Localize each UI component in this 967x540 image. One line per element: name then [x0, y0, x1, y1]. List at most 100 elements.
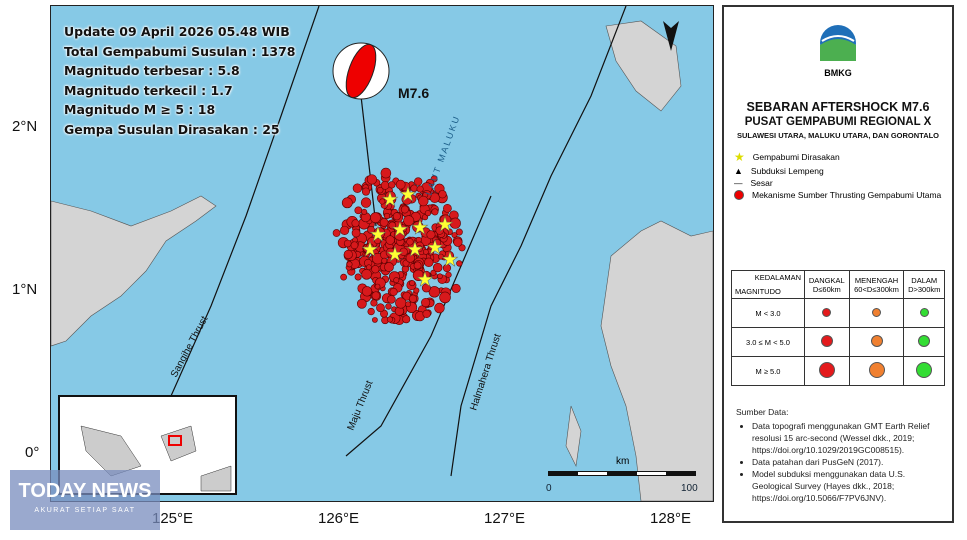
aftershock-dot	[387, 295, 396, 304]
felt-star-icon: ★	[369, 224, 387, 246]
aftershock-dot	[392, 212, 401, 221]
aftershock-dot	[361, 208, 368, 215]
y-tick: 2°N	[12, 118, 38, 135]
felt-count: Gempa Susulan Dirasakan : 25	[64, 121, 280, 137]
aftershock-dot	[371, 291, 381, 300]
aftershock-dot	[340, 273, 347, 281]
aftershock-dot	[405, 253, 415, 263]
aftershock-dot	[379, 198, 386, 205]
aftershock-dot	[385, 247, 396, 258]
aftershock-dot	[383, 212, 391, 220]
table-row: M ≥ 5.0	[731, 356, 945, 386]
line-icon: —	[734, 178, 743, 188]
felt-star-icon: ★	[361, 239, 379, 261]
sulawesi-land	[51, 195, 217, 347]
aftershock-dot	[424, 257, 434, 268]
aftershock-dot	[424, 210, 432, 217]
aftershock-dot	[421, 283, 431, 293]
felt-star-icon: ★	[386, 244, 404, 266]
aftershock-dot	[422, 248, 429, 255]
aftershock-dot	[367, 225, 375, 234]
aftershock-dot	[418, 195, 429, 207]
y-tick: 0°	[25, 444, 40, 461]
table-row: M < 3.0	[731, 298, 945, 328]
aftershock-dot	[413, 287, 420, 294]
scale-unit: km	[616, 456, 629, 467]
halmahera-label: Halmahera Thrust	[468, 332, 503, 412]
aftershock-dot	[384, 190, 396, 202]
aftershock-dot	[393, 277, 400, 284]
magnitude-dot	[868, 362, 885, 378]
aftershock-dot	[352, 183, 363, 193]
legend-title: SEBARAN AFTERSHOCK M7.6	[746, 100, 930, 114]
small-island	[565, 405, 582, 467]
aftershock-dot	[346, 261, 353, 268]
total-aftershocks: Total Gempabumi Susulan : 1378	[64, 43, 296, 59]
felt-star-icon: ★	[436, 214, 454, 236]
aftershock-dot	[372, 317, 378, 323]
aftershock-dot	[415, 245, 423, 253]
aftershock-dot	[455, 228, 463, 236]
aftershock-dot	[451, 283, 461, 293]
halmahera-land	[600, 220, 713, 501]
aftershock-dot	[393, 229, 406, 241]
aftershock-dot	[413, 261, 422, 270]
min-magnitude: Magnitudo terkecil : 1.7	[64, 82, 233, 98]
summary-info: Update 09 April 2026 05.48 WIB Total Gem…	[64, 22, 296, 139]
aftershock-dot	[439, 291, 451, 304]
m5-count: Magnitudo M ≥ 5 : 18	[64, 102, 216, 117]
aftershock-dot	[453, 237, 463, 247]
map[interactable]: ★ ★ ★ ★ ★ ★ ★ ★ ★ ★ ★ ★ M7.6 LAUT MALUKU Sangihe Th…	[50, 5, 714, 502]
aftershock-dot	[354, 273, 362, 281]
aftershock-dot	[456, 260, 463, 267]
halmahera-thrust-line	[450, 6, 627, 477]
aftershock-dot	[356, 298, 367, 309]
aftershock-dot	[433, 262, 443, 273]
felt-star-icon: ★	[426, 237, 444, 259]
aftershock-dot	[361, 286, 373, 297]
aftershock-dot	[354, 206, 363, 215]
felt-star-icon: ★	[399, 184, 417, 206]
magnitude-dot	[919, 307, 929, 317]
star-icon: ★	[734, 150, 745, 164]
aftershock-dot	[427, 242, 436, 251]
aftershock-dot	[401, 193, 413, 205]
aftershock-dot	[388, 221, 397, 230]
aftershock-dot	[426, 230, 436, 240]
y-tick: 1°N	[12, 281, 38, 298]
aftershock-dot	[402, 315, 411, 324]
magnitude-depth-table: KEDALAMAN MAGNITUDO DANGKAL D≤60km MENENGA…	[731, 270, 945, 386]
legend-region: SULAWESI UTARA, MALUKU UTARA, DAN GORONT…	[736, 131, 940, 140]
legend-felt: ★ Gempabumi Dirasakan	[734, 150, 840, 164]
maju-label: Maju Thrust	[346, 379, 376, 432]
aftershock-dot	[332, 229, 341, 237]
aftershock-dot	[361, 187, 371, 196]
aftershock-dot	[373, 227, 386, 239]
aftershock-dot	[370, 299, 378, 307]
aftershock-dot	[388, 181, 396, 189]
aftershock-dot	[406, 238, 414, 246]
aftershock-dot	[408, 294, 418, 303]
table-row: 3.0 ≤ M < 5.0	[731, 327, 945, 357]
update-time: Update 09 April 2026 05.48 WIB	[64, 24, 290, 39]
mainshock-label: M7.6	[398, 85, 429, 101]
aftershock-dot	[442, 263, 452, 273]
aftershock-dot	[405, 301, 411, 308]
aftershock-dot	[422, 309, 431, 319]
aftershock-dot	[445, 271, 452, 278]
magnitude-dot	[818, 362, 835, 378]
legend-subtitle: PUSAT GEMPABUMI REGIONAL X	[744, 116, 932, 128]
magnitude-dot	[822, 307, 832, 317]
scale-bar	[548, 471, 696, 476]
bmkg-logo: BMKG	[724, 23, 952, 78]
aftershock-dot	[435, 226, 444, 235]
aftershock-dot	[431, 208, 439, 216]
aftershock-dot	[361, 269, 372, 280]
aftershock-dot	[413, 249, 419, 256]
aftershock-dot	[380, 167, 392, 179]
aftershock-dot	[395, 297, 407, 309]
aftershock-dot	[443, 203, 452, 213]
aftershock-dot	[428, 286, 441, 298]
mainshock-link	[360, 95, 377, 227]
aftershock-dot	[437, 253, 444, 260]
